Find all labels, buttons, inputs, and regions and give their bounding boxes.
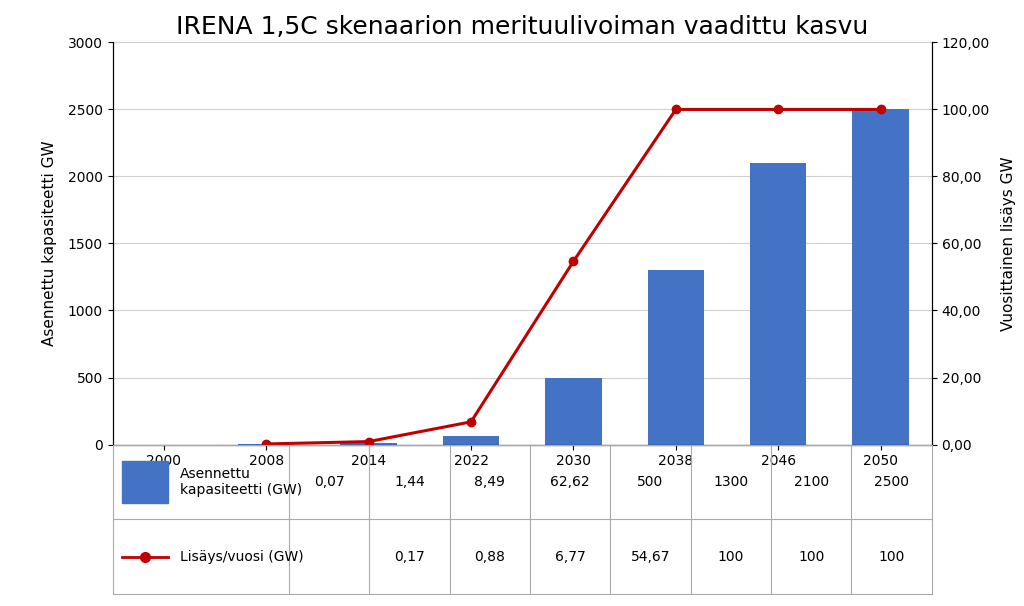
- Y-axis label: Asennettu kapasiteetti GW: Asennettu kapasiteetti GW: [42, 141, 56, 346]
- Text: 2100: 2100: [794, 475, 828, 489]
- Text: 2500: 2500: [874, 475, 909, 489]
- Bar: [546, 378, 602, 445]
- Bar: [750, 163, 807, 445]
- Text: 8,49: 8,49: [474, 475, 505, 489]
- Bar: [340, 444, 397, 445]
- Text: Asennettu
kapasiteetti (GW): Asennettu kapasiteetti (GW): [180, 467, 302, 497]
- Y-axis label: Vuosittainen lisäys GW: Vuosittainen lisäys GW: [1000, 156, 1016, 331]
- Text: 54,67: 54,67: [631, 550, 671, 564]
- Text: 1300: 1300: [714, 475, 749, 489]
- Text: 500: 500: [637, 475, 664, 489]
- Bar: [123, 461, 168, 503]
- Text: 0,07: 0,07: [313, 475, 344, 489]
- Text: 100: 100: [718, 550, 744, 564]
- Text: 6,77: 6,77: [555, 550, 586, 564]
- Text: 1,44: 1,44: [394, 475, 425, 489]
- Bar: [442, 436, 500, 445]
- Text: IRENA 1,5C skenaarion merituulivoiman vaadittu kasvu: IRENA 1,5C skenaarion merituulivoiman va…: [176, 15, 868, 39]
- Text: 0,88: 0,88: [474, 550, 505, 564]
- Text: 62,62: 62,62: [550, 475, 590, 489]
- Bar: [647, 270, 703, 445]
- Text: Lisäys/vuosi (GW): Lisäys/vuosi (GW): [180, 550, 303, 564]
- Text: 0,17: 0,17: [394, 550, 425, 564]
- Bar: [852, 110, 909, 445]
- Text: 100: 100: [879, 550, 905, 564]
- Text: 100: 100: [798, 550, 824, 564]
